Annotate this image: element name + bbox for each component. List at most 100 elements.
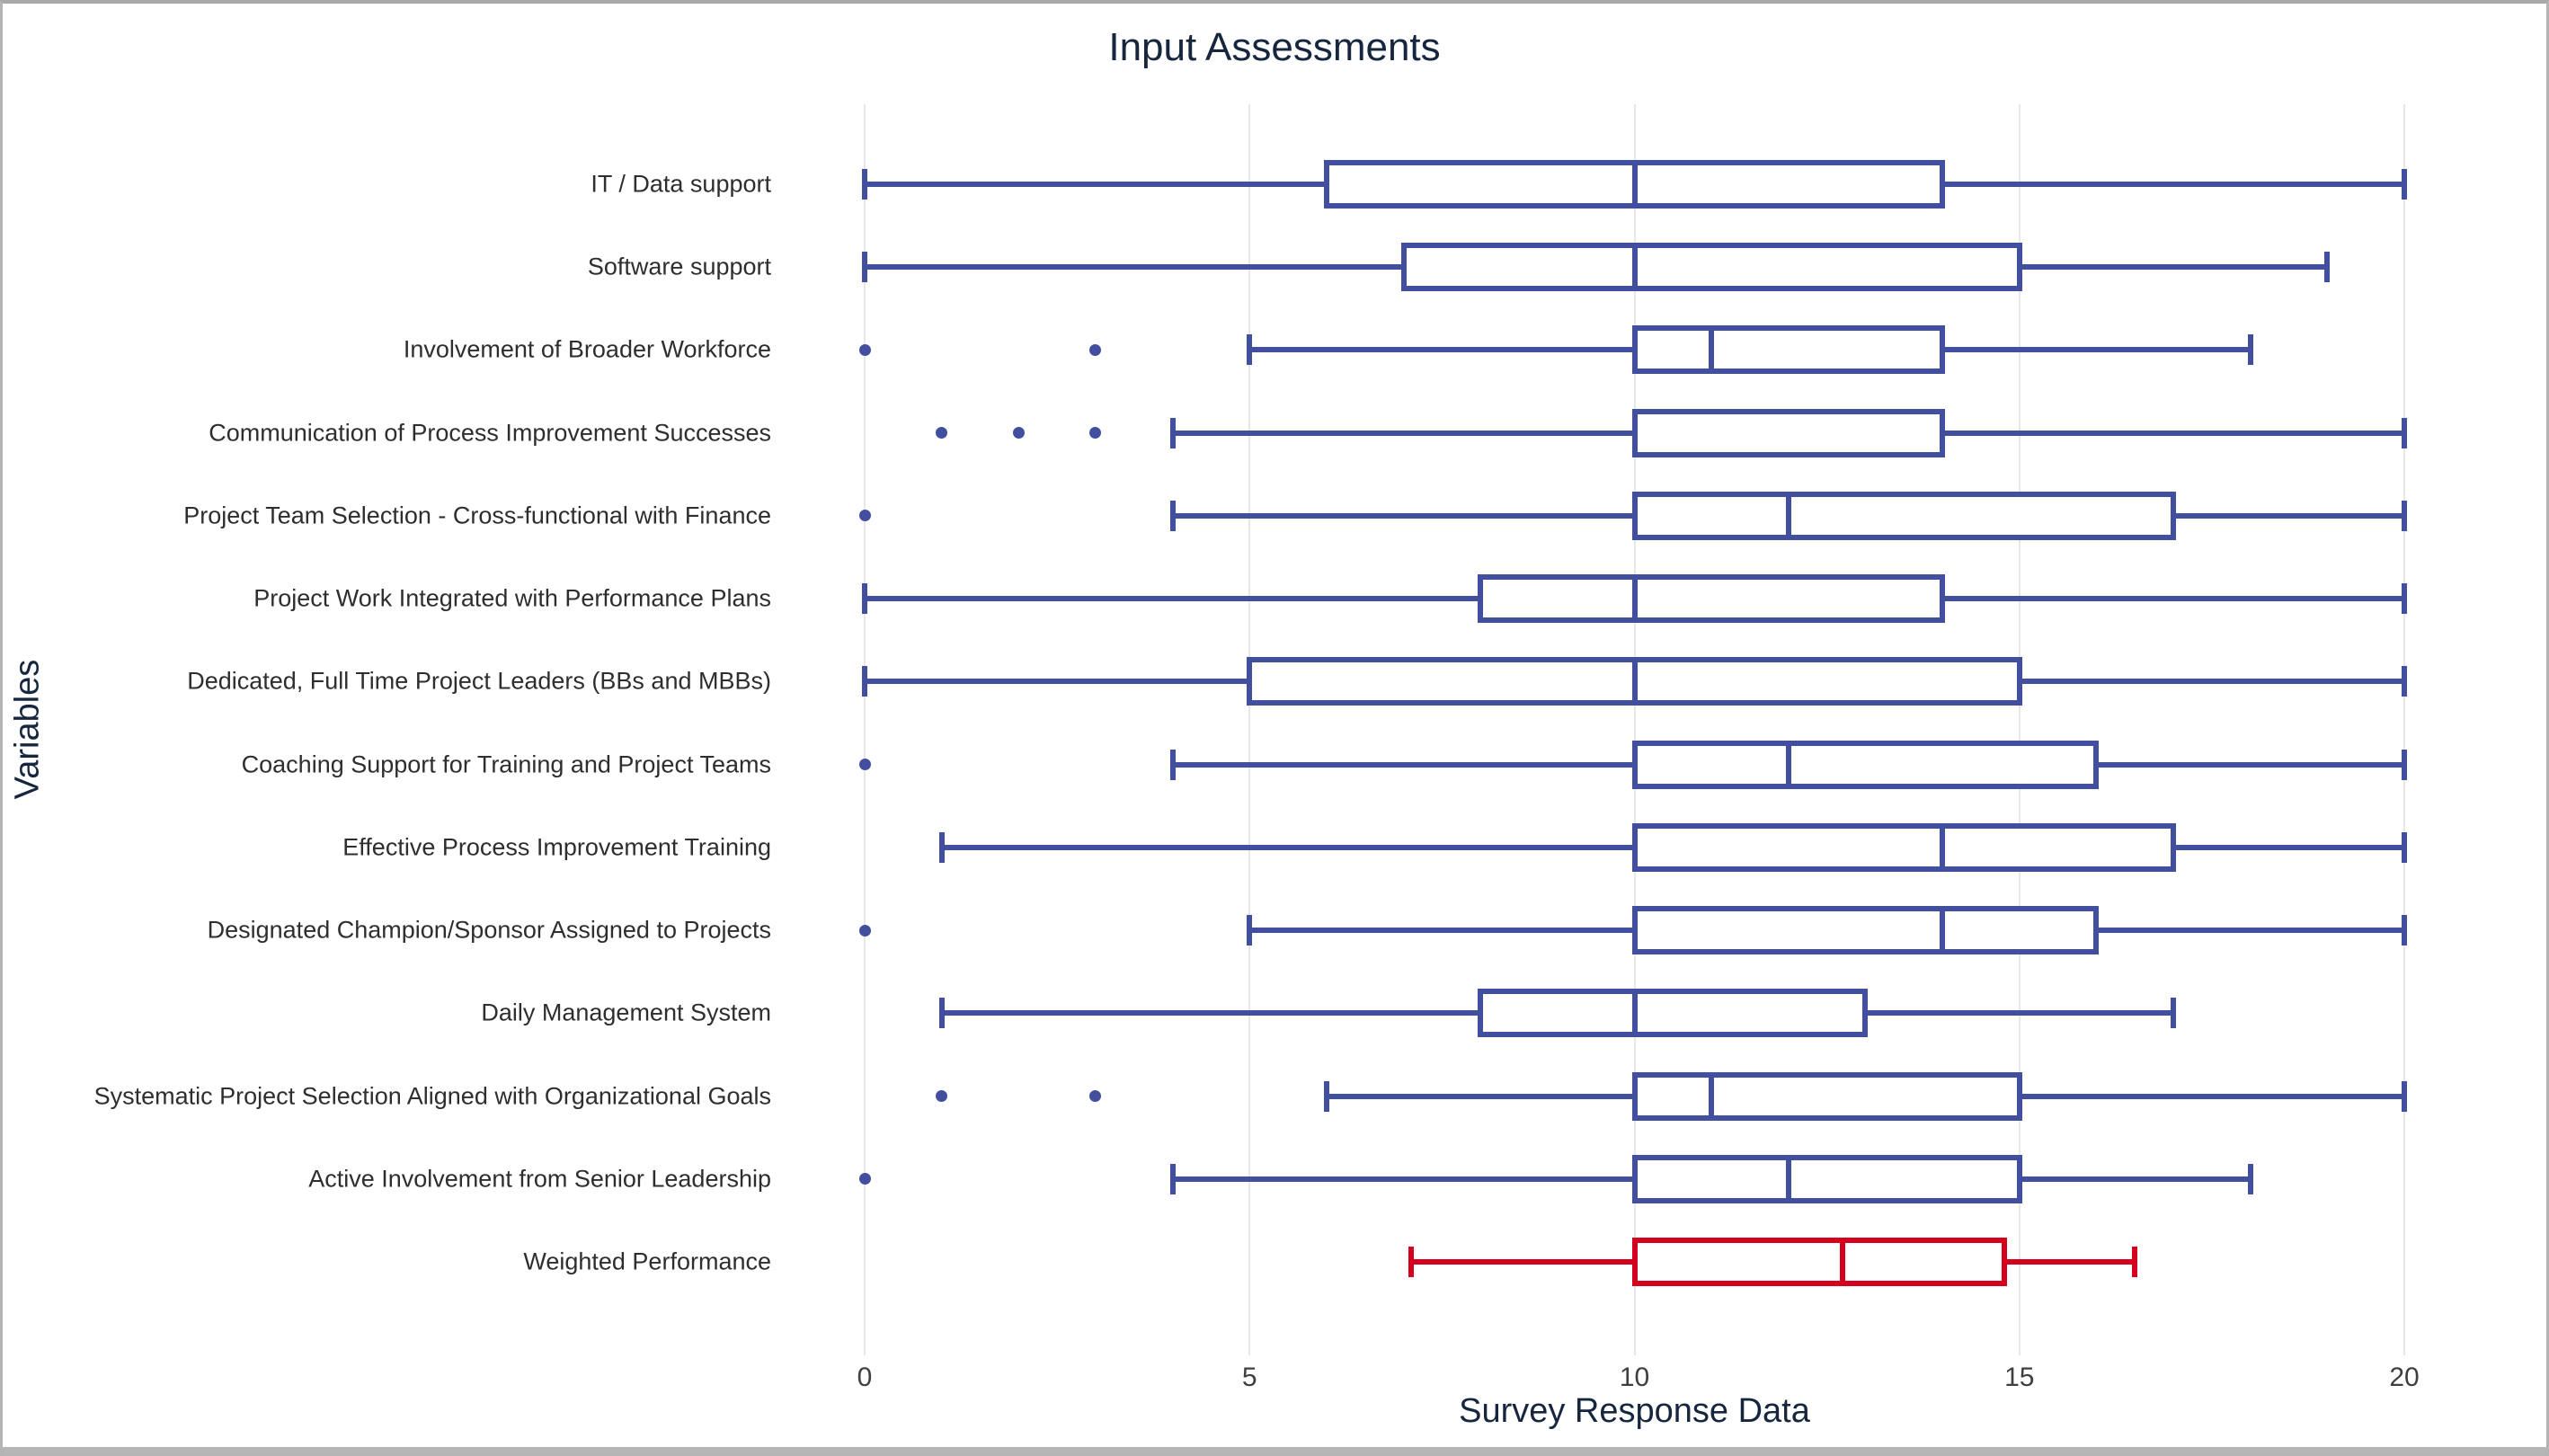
outlier-point — [858, 924, 871, 937]
whisker-low-cap — [1323, 1080, 1329, 1112]
window-bottom-border-bar — [3, 1447, 2546, 1456]
y-tick-label: Effective Process Improvement Training — [342, 833, 771, 861]
box-iqr — [1478, 574, 1946, 624]
chart-title: Input Assessments — [1108, 25, 1441, 69]
whisker-low-line — [865, 596, 1481, 602]
gridline — [864, 104, 866, 1355]
outlier-point — [1012, 427, 1025, 439]
whisker-high-line — [2003, 1258, 2136, 1265]
x-tick-label: 20 — [2389, 1363, 2420, 1392]
box-iqr — [1631, 491, 2177, 540]
whisker-high-cap — [2402, 831, 2407, 863]
whisker-high-line — [1942, 430, 2404, 436]
whisker-low-cap — [1247, 334, 1253, 366]
whisker-low-line — [1249, 347, 1635, 353]
median-line — [1940, 822, 1946, 872]
whisker-low-line — [865, 679, 1250, 685]
outlier-point — [1089, 343, 1102, 356]
y-tick-label: Communication of Process Improvement Suc… — [209, 419, 771, 447]
whisker-low-line — [865, 182, 1327, 187]
whisker-low-line — [1411, 1258, 1635, 1265]
whisker-high-cap — [2402, 500, 2407, 531]
whisker-high-line — [2019, 1093, 2404, 1099]
whisker-high-cap — [2402, 915, 2407, 946]
whisker-low-cap — [862, 583, 867, 615]
gridline — [2018, 104, 2021, 1355]
whisker-high-cap — [2324, 252, 2331, 283]
whisker-low-line — [865, 264, 1404, 271]
whisker-high-line — [1942, 182, 2404, 187]
y-tick-label: Software support — [587, 253, 771, 280]
whisker-low-cap — [1247, 915, 1253, 946]
y-tick-label: Daily Management System — [481, 999, 771, 1026]
box-iqr — [1400, 243, 2022, 292]
y-tick-label: Dedicated, Full Time Project Leaders (BB… — [187, 667, 771, 695]
x-tick-label: 0 — [857, 1363, 873, 1392]
x-tick-label: 15 — [2004, 1363, 2035, 1392]
outlier-point — [858, 1173, 871, 1185]
whisker-low-cap — [862, 252, 867, 283]
outlier-point — [936, 1090, 948, 1103]
box-iqr — [1631, 1071, 2022, 1121]
median-line — [1785, 491, 1791, 540]
whisker-high-line — [1942, 596, 2404, 602]
whisker-low-cap — [1169, 417, 1176, 448]
y-axis-title: Variables — [8, 659, 47, 800]
whisker-low-cap — [1408, 1246, 1415, 1277]
median-line — [1785, 740, 1791, 789]
box-iqr — [1631, 822, 2177, 872]
whisker-low-cap — [938, 831, 945, 863]
whisker-low-line — [1172, 430, 1635, 436]
whisker-low-cap — [862, 169, 867, 200]
median-line — [1631, 989, 1638, 1038]
y-tick-label: Project Team Selection - Cross-functiona… — [183, 502, 771, 529]
median-line — [1785, 1154, 1791, 1203]
median-line — [1631, 243, 1638, 292]
median-line — [1940, 906, 1946, 955]
whisker-high-cap — [2402, 583, 2407, 615]
whisker-high-line — [2019, 1176, 2251, 1182]
whisker-low-cap — [1169, 1163, 1176, 1194]
whisker-high-cap — [2402, 417, 2407, 448]
y-tick-label: Project Work Integrated with Performance… — [253, 584, 771, 612]
gridline — [2403, 104, 2405, 1355]
gridline — [1248, 104, 1251, 1355]
median-line — [1709, 1071, 1715, 1121]
y-tick-label: Involvement of Broader Workforce — [403, 335, 771, 363]
outlier-point — [936, 427, 948, 439]
median-line — [1631, 408, 1638, 457]
y-tick-label: Systematic Project Selection Aligned wit… — [93, 1082, 771, 1110]
median-line — [1631, 657, 1638, 706]
whisker-high-line — [2019, 679, 2404, 685]
whisker-low-line — [941, 844, 1635, 850]
median-line — [1631, 160, 1638, 209]
x-tick-label: 5 — [1241, 1363, 1257, 1392]
median-line — [1839, 1237, 1845, 1286]
outlier-point — [1089, 427, 1102, 439]
whisker-high-line — [2173, 844, 2404, 850]
whisker-high-line — [2096, 928, 2404, 934]
whisker-high-cap — [2171, 998, 2177, 1029]
whisker-high-cap — [2247, 334, 2253, 366]
outlier-point — [858, 343, 871, 356]
whisker-high-cap — [2402, 169, 2407, 200]
whisker-low-cap — [862, 666, 867, 697]
y-tick-label: Designated Champion/Sponsor Assigned to … — [207, 916, 771, 944]
whisker-high-line — [2019, 264, 2328, 271]
whisker-low-line — [1326, 1093, 1635, 1099]
outlier-point — [1089, 1090, 1102, 1103]
box-iqr — [1631, 1154, 2022, 1203]
whisker-high-line — [1865, 1010, 2174, 1017]
whisker-high-cap — [2247, 1163, 2253, 1194]
whisker-low-cap — [1169, 749, 1176, 780]
box-iqr — [1631, 1237, 2007, 1286]
whisker-low-line — [1172, 512, 1635, 519]
whisker-high-cap — [2402, 666, 2407, 697]
x-axis-title: Survey Response Data — [1459, 1392, 1810, 1430]
whisker-high-line — [2173, 512, 2404, 519]
box-iqr — [1631, 906, 2100, 955]
box-iqr — [1631, 325, 1946, 375]
whisker-high-line — [2096, 761, 2404, 768]
median-line — [1631, 574, 1638, 624]
